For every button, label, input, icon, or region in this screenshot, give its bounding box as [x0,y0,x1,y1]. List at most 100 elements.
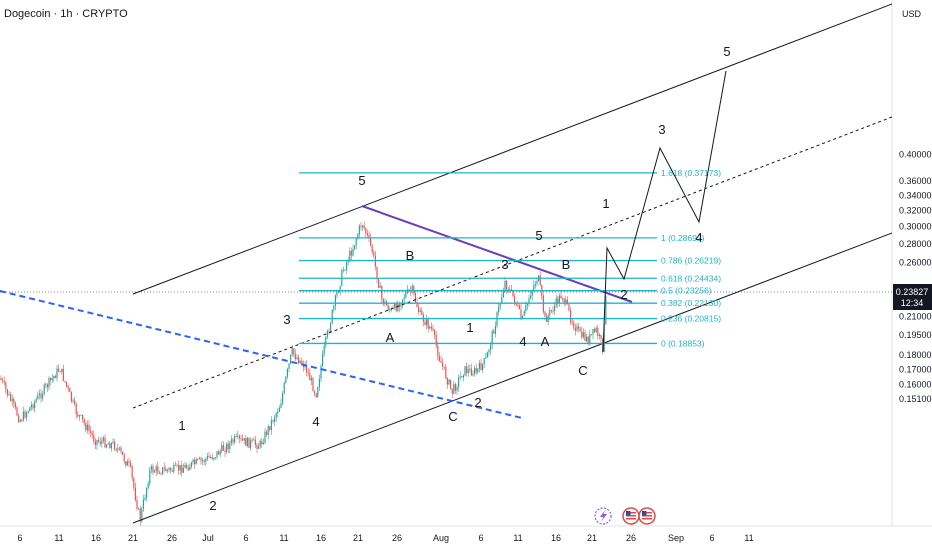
candle-body [381,286,383,299]
candle-body [245,438,247,446]
candle-body [152,466,154,473]
candle-body [594,329,596,332]
candle-body [88,424,90,431]
price-tick-label: 0.34000 [899,190,932,200]
candle-body [363,225,365,229]
time-tick-label: 6 [243,533,248,543]
candle-body [590,334,592,336]
time-axis[interactable]: 6 11 16 21 26 Jul 6 11 16 21 26 Aug 6 11 16 21 26 Sep 6 11 [17,533,753,543]
wave-label: 1 [466,320,473,335]
candle-body [197,459,199,460]
candle-body [216,451,218,458]
candle-body [442,362,444,367]
candle-body [34,401,36,409]
candle-body [397,304,399,312]
candle-body [330,323,332,332]
candle-body [75,403,77,415]
wave-label: 1 [602,196,609,211]
candle-body [554,305,556,312]
us-flag-icon[interactable] [638,507,656,525]
candle-body [243,438,245,441]
candle-body [595,327,597,332]
candle-body [517,304,519,306]
candle-body [115,448,117,451]
candle-body [587,336,589,344]
wave-label: 2 [620,287,627,302]
candle-body [485,357,487,359]
candle-body [456,386,458,391]
candle-body [106,444,108,448]
candle-body [94,441,96,445]
candle-body [443,366,445,368]
candle-body [533,285,535,291]
candle-body [307,372,309,374]
candle-body [429,326,431,329]
lightning-icon[interactable] [594,507,612,525]
candle-body [86,424,88,431]
candle-body [229,443,231,450]
purple-trend-line[interactable] [361,205,633,303]
candle-body [142,499,144,509]
candle-body [13,399,15,404]
candle-body [322,353,324,367]
candle-body [382,298,384,305]
candle-body [354,245,356,249]
wave-label: A [386,330,395,345]
candle-body [83,419,85,424]
candle-body [338,291,340,293]
candle-body [136,499,138,509]
time-tick-label: 6 [17,533,22,543]
price-axis[interactable]: 0.40000 0.36000 0.34000 0.32000 0.30000 0.280… [899,149,932,404]
wave-label: C [578,363,587,378]
candle-body [90,430,92,433]
candle-body [40,393,42,399]
candle-body [509,289,511,291]
candle-body [581,331,583,338]
candle-body [344,269,346,271]
wave-label: 3 [283,312,290,327]
channel-upper-line[interactable] [132,3,893,295]
candle-body [150,466,152,470]
price-tick-label: 0.40000 [899,149,932,159]
candle-body [358,225,360,235]
time-tick-label: 26 [167,533,177,543]
candle-body [120,447,122,452]
candle-body [66,381,68,387]
candle-body [342,269,344,271]
fib-retracement[interactable]: 1.618 (0.37173) 1 (0.28692) 0.786 (0.26219… [299,168,721,349]
candle-body [544,311,546,317]
candle-body [357,234,359,240]
candle-body [502,291,504,298]
us-flag-icon[interactable] [622,507,640,525]
fib-level-label: 1.618 (0.37173) [661,168,721,178]
candle-body [242,438,244,441]
candle-body [258,446,260,449]
candle-body [475,368,477,373]
candle-body [112,441,114,443]
candle-body [419,310,421,312]
candle-body [411,285,413,292]
candle-body [483,358,485,364]
candle-body [251,439,253,441]
candle-body [512,289,514,297]
channel-median-line[interactable] [132,116,893,409]
channel-lower-line[interactable] [132,232,893,524]
candle-body [70,391,72,402]
wave-label: 1 [178,418,185,433]
candle-body [184,464,186,469]
candle-body [405,293,407,298]
candle-body [560,295,562,299]
wave-label: 2 [474,395,481,410]
candle-body [224,450,226,453]
price-tick-label: 0.21000 [899,311,932,321]
candle-body [93,434,95,442]
wave-label: 3 [658,122,665,137]
candle-body [352,248,354,256]
fib-level-label: 0.786 (0.26219) [661,256,721,266]
projection-path[interactable] [602,70,727,353]
dashed-trend-line[interactable] [0,290,523,419]
wave-label: 5 [723,44,730,59]
candle-body [22,411,24,421]
wave-label: A [541,334,550,349]
